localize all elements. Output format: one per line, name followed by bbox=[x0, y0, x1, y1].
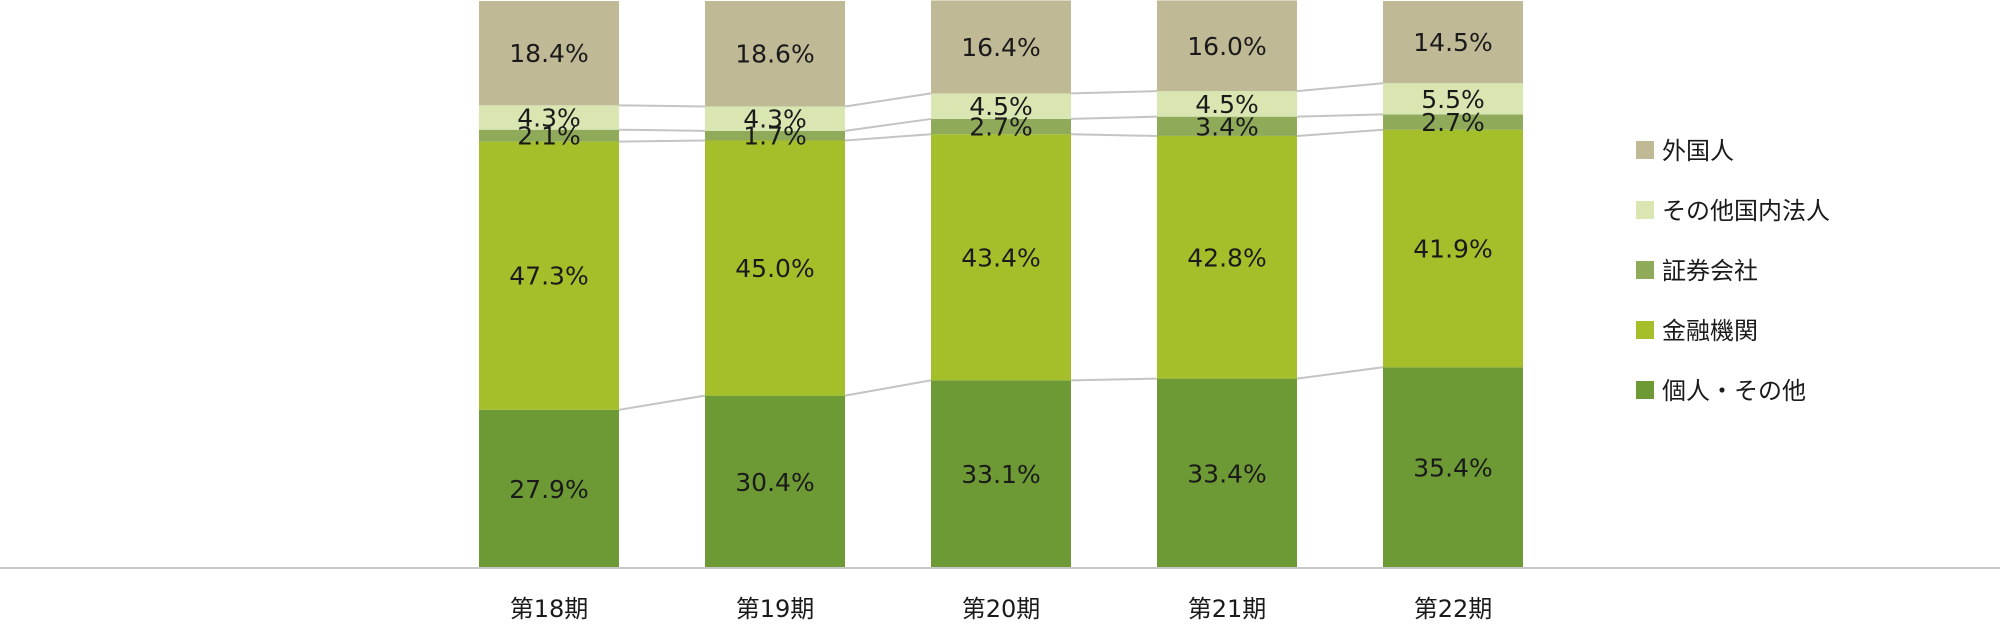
connector-line bbox=[844, 133, 932, 142]
legend-label: 外国人 bbox=[1662, 137, 1734, 165]
data-label: 47.3% bbox=[509, 262, 588, 291]
bar-segment bbox=[479, 105, 619, 130]
data-labels: 27.9%47.3%2.1%4.3%18.4%30.4%45.0%1.7%4.3… bbox=[509, 28, 1492, 504]
connector-line bbox=[618, 128, 706, 132]
connector-line bbox=[1070, 133, 1158, 137]
data-label: 4.5% bbox=[969, 92, 1033, 121]
bar-segment bbox=[1157, 91, 1297, 117]
data-label: 43.4% bbox=[961, 243, 1040, 272]
data-label: 4.3% bbox=[517, 104, 581, 133]
bar-segment bbox=[931, 134, 1071, 381]
bars bbox=[479, 0, 1523, 568]
bar-segment bbox=[479, 409, 619, 568]
legend-swatch bbox=[1636, 201, 1654, 219]
data-label: 5.5% bbox=[1421, 85, 1485, 114]
bar-segment bbox=[479, 1, 619, 106]
bar-segment bbox=[479, 129, 619, 142]
connector-line bbox=[844, 92, 932, 108]
data-label: 2.1% bbox=[517, 122, 581, 151]
bar-segment bbox=[1157, 135, 1297, 379]
data-label: 16.0% bbox=[1187, 32, 1266, 61]
data-label: 4.5% bbox=[1195, 90, 1259, 119]
data-label: 35.4% bbox=[1413, 454, 1492, 483]
category-labels: 第18期 第19期 第20期 第21期 第22期 bbox=[510, 595, 1493, 623]
bar-segment bbox=[1383, 129, 1523, 368]
connector-line bbox=[618, 139, 706, 143]
category-label: 第22期 bbox=[1414, 595, 1493, 623]
legend-swatch bbox=[1636, 141, 1654, 159]
legend-label: 金融機関 bbox=[1662, 317, 1758, 345]
data-label: 2.7% bbox=[969, 113, 1033, 142]
legend-label: 個人・その他 bbox=[1662, 377, 1806, 405]
data-label: 16.4% bbox=[961, 33, 1040, 62]
data-label: 14.5% bbox=[1413, 28, 1492, 57]
data-label: 3.4% bbox=[1195, 112, 1259, 141]
data-label: 41.9% bbox=[1413, 234, 1492, 263]
category-label: 第19期 bbox=[736, 595, 815, 623]
bar-segment bbox=[705, 395, 845, 568]
bar-segment bbox=[931, 93, 1071, 119]
bar-segment bbox=[931, 0, 1071, 94]
bar-segment bbox=[1157, 116, 1297, 136]
data-label: 42.8% bbox=[1187, 243, 1266, 272]
bar-segment bbox=[1383, 367, 1523, 568]
bar-segment bbox=[1383, 1, 1523, 84]
data-label: 33.4% bbox=[1187, 459, 1266, 488]
connector-line bbox=[618, 394, 706, 411]
connector-line bbox=[1070, 377, 1158, 382]
bar-segment bbox=[1157, 378, 1297, 568]
data-label: 45.0% bbox=[735, 254, 814, 283]
connector-line bbox=[618, 104, 706, 108]
data-label: 4.3% bbox=[743, 105, 807, 134]
data-label: 18.6% bbox=[735, 40, 814, 69]
data-label: 18.4% bbox=[509, 39, 588, 68]
bar-segment bbox=[705, 1, 845, 107]
legend-swatch bbox=[1636, 381, 1654, 399]
connector-line bbox=[1070, 90, 1158, 95]
bar-segment bbox=[479, 141, 619, 410]
connector-line bbox=[1296, 82, 1384, 93]
bar-segment bbox=[705, 106, 845, 131]
connector-line bbox=[1070, 115, 1158, 120]
bar-segment bbox=[931, 118, 1071, 135]
category-label: 第20期 bbox=[962, 595, 1041, 623]
connector-line bbox=[1296, 128, 1384, 137]
bar-segment bbox=[1383, 114, 1523, 130]
data-label: 33.1% bbox=[961, 460, 1040, 489]
bar-segment bbox=[931, 380, 1071, 568]
data-label: 27.9% bbox=[509, 475, 588, 504]
category-label: 第21期 bbox=[1188, 595, 1267, 623]
bar-segment bbox=[705, 140, 845, 396]
data-label: 2.7% bbox=[1421, 108, 1485, 137]
bar-segment bbox=[1383, 83, 1523, 115]
data-label: 30.4% bbox=[735, 468, 814, 497]
connector-line bbox=[844, 379, 932, 397]
legend-label: 証券会社 bbox=[1662, 257, 1758, 285]
legend-label: その他国内法人 bbox=[1662, 197, 1830, 225]
bar-segment bbox=[1157, 0, 1297, 92]
connector-line bbox=[844, 117, 932, 132]
data-label: 1.7% bbox=[743, 122, 807, 151]
connector-lines bbox=[618, 82, 1384, 411]
connector-line bbox=[1296, 113, 1384, 118]
legend-swatch bbox=[1636, 261, 1654, 279]
category-label: 第18期 bbox=[510, 595, 589, 623]
legend-swatch bbox=[1636, 321, 1654, 339]
bar-segment bbox=[705, 130, 845, 141]
connector-line bbox=[1296, 366, 1384, 380]
